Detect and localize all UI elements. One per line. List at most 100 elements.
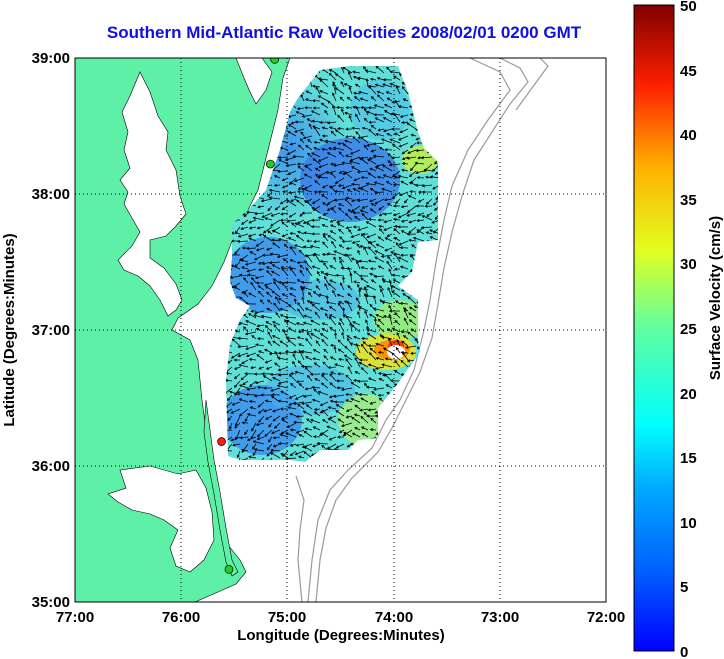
velocity-arrow — [329, 224, 337, 228]
velocity-arrow — [277, 155, 289, 160]
velocity-arrow — [297, 165, 305, 172]
velocity-arrow — [338, 207, 345, 214]
velocity-arrow — [289, 450, 297, 457]
velocity-arrow — [335, 443, 345, 449]
velocity-arrow — [304, 427, 313, 431]
velocity-arrow — [358, 358, 369, 362]
velocity-arrow — [338, 301, 345, 305]
velocity-arrow — [339, 317, 345, 326]
velocity-arrow — [303, 173, 313, 179]
velocity-arrow — [256, 436, 265, 440]
velocity-arrow — [356, 379, 369, 383]
velocity-arrow — [281, 293, 289, 298]
velocity-arrow — [402, 335, 409, 340]
velocity-arrow — [318, 429, 329, 436]
velocity-arrow — [265, 266, 273, 270]
velocity-arrow — [334, 332, 338, 340]
velocity-arrow — [352, 188, 361, 193]
velocity-arrow — [401, 120, 409, 125]
velocity-arrow — [304, 184, 313, 190]
velocity-arrow — [337, 183, 345, 188]
velocity-arrow — [255, 422, 265, 426]
velocity-arrow — [251, 422, 257, 432]
velocity-arrow — [415, 148, 425, 153]
velocity-arrow — [393, 212, 401, 217]
velocity-arrow — [403, 317, 409, 326]
velocity-arrow — [364, 107, 369, 116]
velocity-arrow — [261, 253, 273, 257]
velocity-arrow — [313, 407, 321, 411]
velocity-arrow — [273, 175, 281, 179]
velocity-arrow — [338, 228, 345, 235]
velocity-arrow — [366, 158, 377, 165]
velocity-arrow — [330, 371, 337, 375]
velocity-arrow — [387, 287, 393, 298]
velocity-arrow — [393, 218, 401, 222]
velocity-arrow — [287, 266, 297, 270]
velocity-arrow — [248, 237, 257, 242]
velocity-arrow — [233, 373, 241, 380]
velocity-arrow — [348, 86, 353, 95]
velocity-arrow — [391, 290, 401, 298]
velocity-arrow — [393, 112, 401, 123]
velocity-arrow — [295, 429, 305, 434]
velocity-arrow — [264, 324, 273, 333]
velocity-arrow — [360, 415, 369, 424]
velocity-arrow — [378, 378, 385, 382]
velocity-arrow — [258, 268, 265, 272]
velocity-arrow — [265, 415, 273, 420]
velocity-arrow — [270, 448, 281, 452]
velocity-arrow — [369, 208, 377, 214]
velocity-arrow — [306, 374, 313, 382]
velocity-arrow — [389, 138, 401, 144]
velocity-arrow — [279, 340, 289, 347]
y-tick-label: 37:00 — [32, 322, 70, 339]
velocity-arrow — [287, 327, 297, 333]
map-title: Southern Mid-Atlantic Raw Velocities 200… — [107, 23, 582, 42]
velocity-arrow — [373, 104, 385, 109]
velocity-arrow — [226, 436, 233, 444]
velocity-arrow — [300, 93, 305, 102]
velocity-arrow — [251, 277, 257, 284]
velocity-arrow — [266, 270, 273, 277]
velocity-arrow — [333, 198, 345, 202]
velocity-arrow — [246, 413, 257, 417]
velocity-arrow — [387, 160, 393, 165]
velocity-arrow — [303, 200, 313, 207]
velocity-arrow — [289, 181, 297, 186]
velocity-arrow — [356, 260, 361, 270]
velocity-arrow — [357, 226, 369, 231]
velocity-arrow — [392, 279, 401, 284]
velocity-arrow — [248, 399, 257, 404]
velocity-arrow — [370, 124, 377, 130]
velocity-arrow — [233, 366, 241, 370]
velocity-arrow — [271, 393, 281, 397]
velocity-arrow — [345, 408, 353, 412]
x-tick-label: 76:00 — [162, 609, 200, 626]
velocity-arrow — [277, 366, 289, 372]
colorbar-ticks: 50 45 40 35 30 25 20 15 10 5 0 — [680, 0, 697, 659]
velocity-arrow — [383, 373, 393, 382]
velocity-arrow — [383, 212, 393, 216]
velocity-arrow — [255, 281, 265, 285]
velocity-arrow — [258, 233, 265, 237]
velocity-arrow — [286, 199, 297, 207]
velocity-arrow — [319, 90, 329, 95]
velocity-arrow — [345, 358, 353, 368]
velocity-arrow — [383, 104, 393, 109]
velocity-arrow — [271, 229, 281, 235]
velocity-arrow — [363, 246, 369, 256]
velocity-arrow — [268, 188, 281, 193]
velocity-arrow — [381, 300, 393, 305]
velocity-arrow — [357, 311, 361, 319]
velocity-arrow — [365, 78, 369, 88]
velocity-arrow — [376, 90, 385, 95]
velocity-arrow — [363, 411, 369, 417]
velocity-arrow — [350, 233, 361, 238]
velocity-arrow — [394, 252, 401, 263]
velocity-arrow — [312, 99, 321, 103]
velocity-arrow — [368, 128, 377, 137]
velocity-arrow — [317, 156, 329, 162]
velocity-arrow — [394, 359, 401, 368]
velocity-arrow — [276, 254, 289, 259]
